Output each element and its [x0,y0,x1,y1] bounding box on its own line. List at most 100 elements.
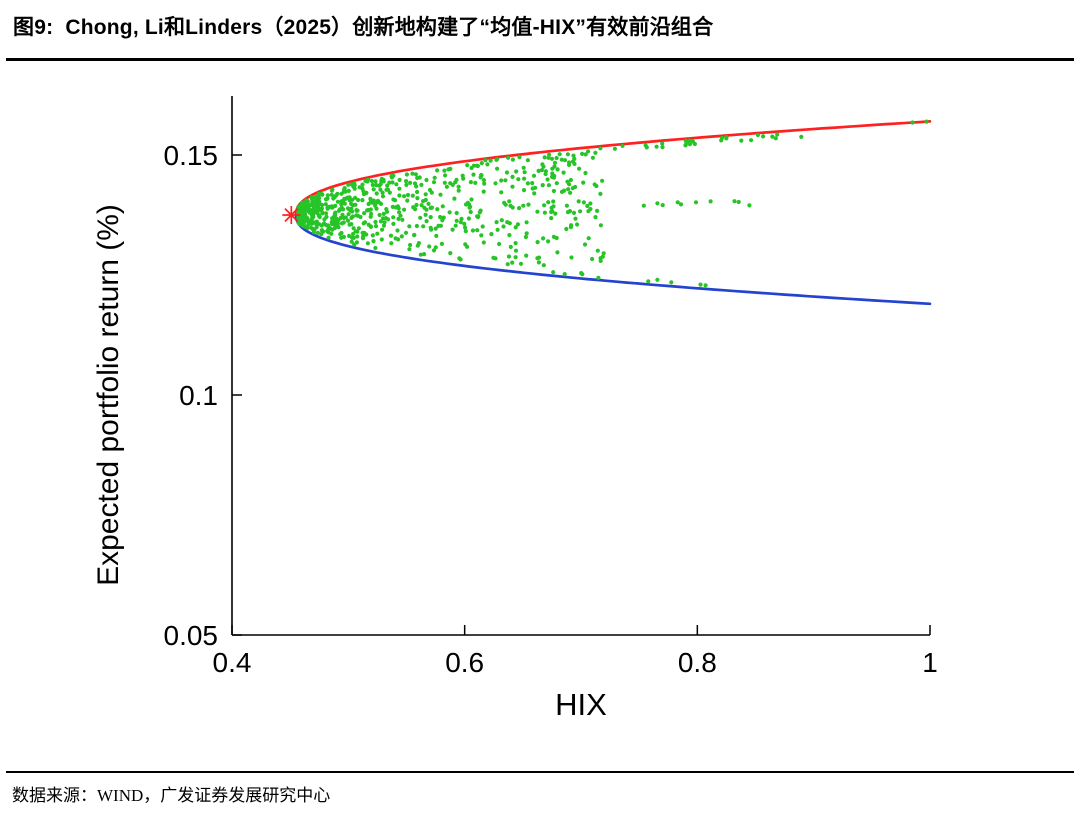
scatter-point [315,230,320,235]
scatter-point [408,242,413,248]
scatter-point [524,231,529,236]
chart-area: 0.4 0.6 0.8 1 0.05 0.1 0.15 HIX Expected portfol… [0,70,1080,730]
x-tick-label: 1 [922,647,938,678]
scatter-point [463,225,468,230]
scatter-point [407,247,412,252]
scatter-point [370,233,375,238]
scatter-point [354,240,359,245]
scatter-point [747,203,752,208]
scatter-point [542,203,547,208]
scatter-point [507,199,512,204]
scatter-point [654,144,659,149]
scatter-point [351,231,356,236]
scatter-point [590,256,595,262]
scatter-point [474,163,479,168]
scatter-point [580,151,585,156]
scatter-point [309,219,314,224]
scatter-point [309,195,314,200]
scatter-point [362,220,368,225]
scatter-point [458,257,463,262]
scatter-point [444,184,449,189]
scatter-point [373,219,378,225]
scatter-point [375,231,380,236]
scatter-point [564,203,570,208]
scatter-point [552,164,557,169]
scatter-point [583,152,588,157]
scatter-point [315,195,320,200]
scatter-point [535,209,540,214]
scatter-point [485,162,490,167]
scatter-point [522,176,527,181]
scatter-point [368,196,373,201]
scatter-point [493,181,498,186]
scatter-point [549,205,554,210]
scatter-point [418,252,423,257]
scatter-point [600,254,605,259]
scatter-point [545,177,550,182]
scatter-point [749,138,754,143]
scatter-point [352,181,357,186]
scatter-point [403,230,409,235]
scatter-point [570,186,575,191]
scatter-point [646,279,651,284]
scatter-point [339,202,344,207]
scatter-point [478,208,483,213]
scatter-point [321,221,326,226]
scatter-point [398,213,403,218]
scatter-point [473,180,478,185]
scatter-point [598,258,603,263]
scatter-point [698,282,703,287]
scatter-point [571,210,577,215]
scatter-point [339,230,344,236]
scatter-point [543,169,549,174]
scatter-point [380,190,385,195]
scatter-point [499,218,504,223]
scatter-point [360,236,366,241]
scatter-point [660,145,665,150]
scatter-point [553,211,558,216]
scatter-point [316,213,321,218]
scatter-point [448,181,453,186]
scatter-point [419,203,424,208]
scatter-point [546,155,551,160]
scatter-point [448,251,453,256]
scatter-point [339,221,345,226]
scatter-point [660,203,665,208]
scatter-point [523,234,529,240]
scatter-point [573,216,578,221]
scatter-point [568,177,574,183]
scatter-point [593,215,598,220]
scatter-point [319,206,324,211]
scatter-point [355,229,360,234]
marker-stroke [284,208,299,222]
scatter-point [428,215,433,220]
scatter-point [329,188,334,193]
scatter-point [418,215,423,220]
scatter-point [371,239,376,244]
scatter-point [410,193,415,198]
upper-frontier-curve [294,120,932,217]
scatter-point [421,224,426,229]
scatter-point [521,165,526,170]
scatter-point [353,202,358,207]
scatter-point [296,210,302,215]
scatter-point [415,196,420,201]
scatter-point [508,244,513,249]
scatter-point [355,234,360,239]
scatter-point [371,187,376,192]
scatter-point [306,204,311,210]
scatter-point [540,162,545,167]
scatter-point [347,222,352,227]
scatter-point [601,251,606,256]
scatter-point [335,199,340,204]
scatter-point [356,197,361,203]
scatter-point [381,211,386,216]
scatter-point [612,146,618,151]
scatter-point [503,202,508,207]
scatter-point [536,168,541,173]
scatter-point [417,175,422,180]
scatter-point [373,224,379,229]
scatter-point [305,208,310,213]
scatter-point [531,173,537,178]
